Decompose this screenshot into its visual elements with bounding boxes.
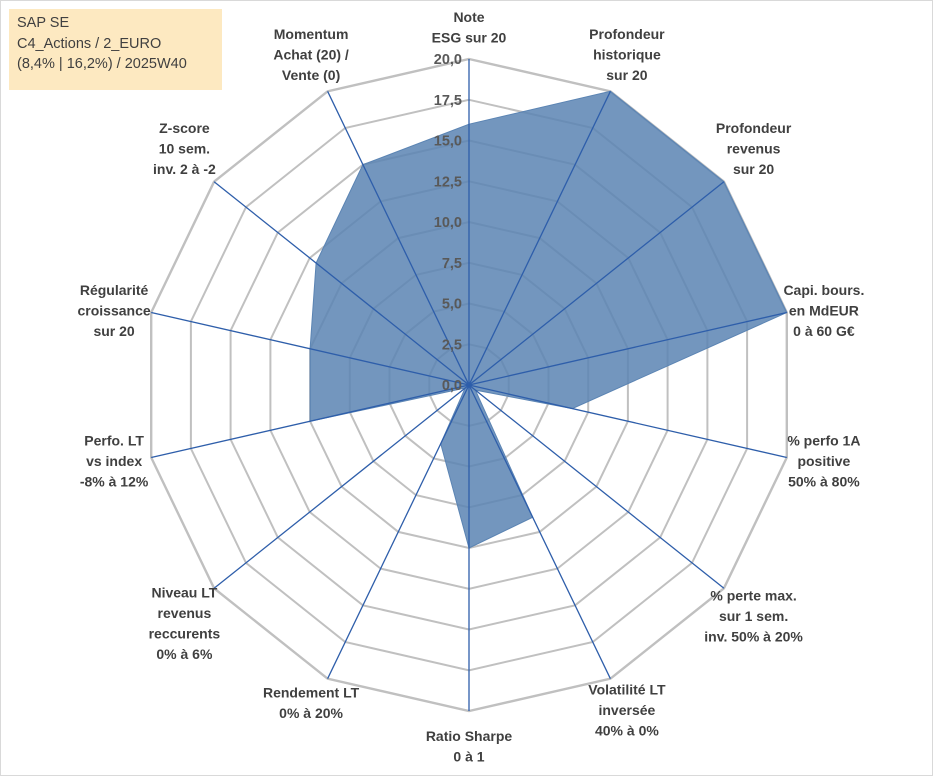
tick-label: 10,0: [434, 215, 462, 231]
axis-spoke: [468, 384, 725, 589]
axis-spoke: [468, 384, 611, 679]
axis-label: Niveau LT revenus reccurents 0% à 6%: [149, 584, 221, 662]
info-period: (8,4% | 16,2%) / 2025W40: [17, 56, 187, 72]
axis-spoke: [468, 181, 725, 386]
axis-spoke: [468, 311, 787, 386]
radar-spokes: [151, 59, 787, 711]
axis-label: % perte max. sur 1 sem. inv. 50% à 20%: [704, 588, 803, 645]
info-category: C4_Actions / 2_EURO: [17, 35, 162, 52]
info-box: SAP SE C4_Actions / 2_EURO (8,4% | 16,2%…: [9, 9, 222, 90]
axis-label: Capi. bours. en MdEUR 0 à 60 G€: [783, 282, 864, 339]
series-area: [309, 90, 788, 549]
axis-label: Z-score 10 sem. inv. 2 à -2: [153, 120, 216, 177]
axis-label: Momentum Achat (20) / Vente (0): [273, 26, 349, 83]
axis-spoke: [327, 91, 470, 386]
axis-label: Rendement LT 0% à 20%: [263, 684, 360, 721]
tick-label: 17,5: [434, 93, 462, 109]
axis-spoke: [213, 384, 470, 589]
axis-label: Profondeur historique sur 20: [589, 26, 665, 83]
radar-series: [309, 90, 788, 549]
axis-label: Ratio Sharpe 0 à 1: [426, 728, 513, 765]
axis-spoke: [468, 91, 611, 386]
tick-label: 7,5: [442, 256, 462, 272]
axis-spoke: [151, 311, 470, 386]
tick-label: 0,0: [442, 378, 462, 394]
axis-label: Note ESG sur 20: [432, 9, 507, 46]
tick-label: 20,0: [434, 52, 462, 68]
axis-spoke: [213, 181, 470, 386]
axis-label: Volatilité LT inversée 40% à 0%: [588, 681, 666, 738]
axis-label: Régularité croissance sur 20: [78, 282, 151, 339]
tick-label: 12,5: [434, 174, 462, 190]
axis-label: Perfo. LT vs index -8% à 12%: [80, 433, 149, 490]
tick-label: 5,0: [442, 297, 462, 313]
axis-spoke: [151, 384, 470, 459]
tick-label: 2,5: [442, 337, 462, 353]
axis-spoke: [327, 384, 470, 679]
axis-label: % perfo 1A positive 50% à 80%: [787, 433, 860, 490]
tick-label: 15,0: [434, 134, 462, 150]
info-company: SAP SE: [17, 15, 70, 31]
radar-axis-labels: Note ESG sur 20 Profondeur historique sur 20…: [78, 9, 865, 765]
axis-spoke: [468, 384, 787, 459]
axis-label: Profondeur revenus sur 20: [716, 120, 792, 177]
radar-tick-labels: 0,0 2,5 5,0 7,5 10,0 12,5 15,0 17,5 20,0: [434, 52, 462, 394]
